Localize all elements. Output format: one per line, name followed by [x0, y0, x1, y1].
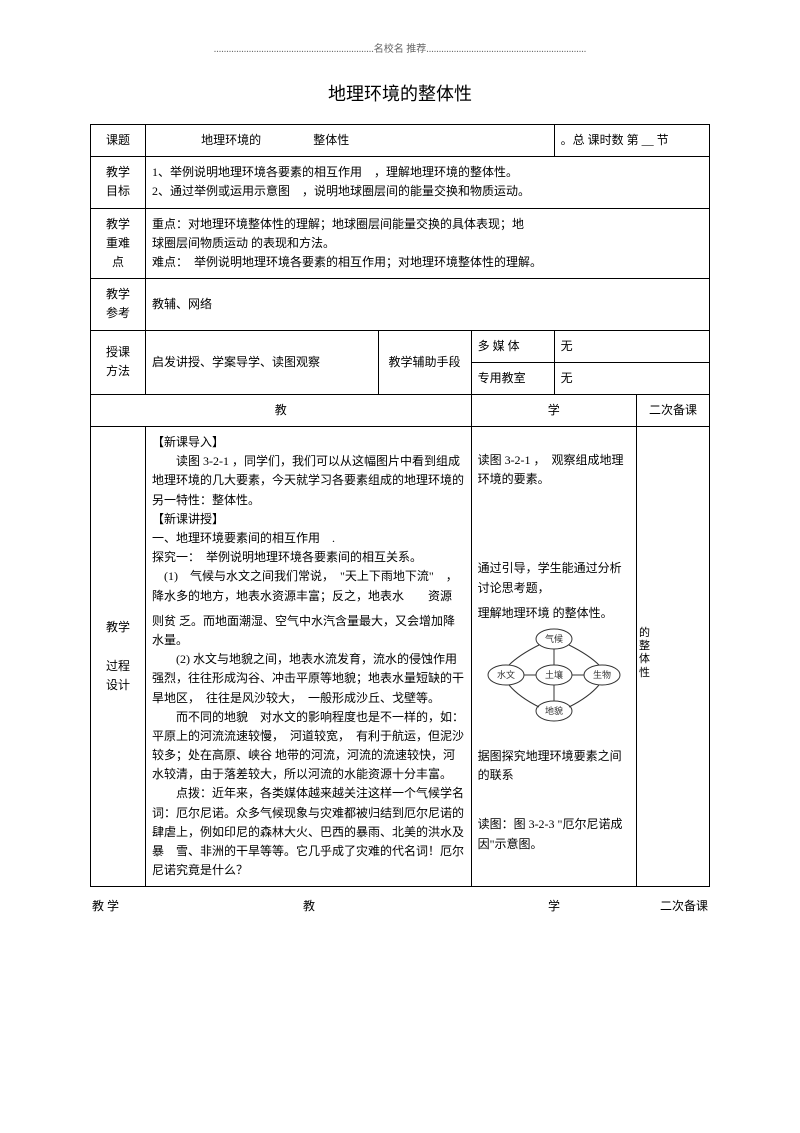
t-p4b: 降水多的地方，地表水资源丰富；反之，地表水 资源 [152, 587, 465, 606]
t-p1: 读图 3-2-1 ，同学们，我们可以从这幅图片中看到组成地理环境的几大要素，今天… [152, 452, 465, 510]
node-shuiwen: 水文 [497, 669, 515, 680]
footer-col4: 二次备课 [636, 891, 710, 920]
header-jiao: 教 [91, 394, 472, 426]
fangfa-content: 启发讲授、学案导学、读图观察 [146, 330, 379, 394]
t-p6: (2) 水文与地貌之间，地表水流发育，流水的侵蚀作用强烈，往往形成沟谷、冲击平原… [152, 650, 465, 708]
dotted-prefix: ........................................… [214, 44, 374, 55]
mubiao-line2: 2、通过举例或运用示意图 ，说明地球圈层间的能量交换和物质运动。 [152, 182, 703, 201]
keti-right-label: 。总 课时数 第 __ 节 [554, 125, 709, 157]
learn-content: 读图 3-2-1 ， 观察组成地理环境的要素。 通过引导，学生能通过分析讨论思考… [471, 427, 636, 887]
footer-col2: 教 [146, 891, 472, 920]
cankao-content: 教辅、网络 [146, 279, 710, 330]
keti-left: 地理环境的 [152, 131, 310, 150]
l-p4: 据图探究地理环境要素之间的联系 [478, 747, 630, 785]
aux2-right: 无 [554, 362, 709, 394]
label-fangfa: 授课方法 [91, 330, 146, 394]
mubiao-content: 1、举例说明地理环境各要素的相互作用 ，理解地理环境的整体性。 2、通过举例或运… [146, 157, 710, 208]
header-erci: 二次备课 [637, 394, 710, 426]
aux1-right: 无 [554, 330, 709, 362]
aux1-left: 多 媒 体 [471, 330, 554, 362]
mubiao-line1: 1、举例说明地理环境各要素的相互作用 ，理解地理环境的整体性。 [152, 163, 703, 182]
elements-diagram: 气候 水文 土壤 生物 地貌 [484, 625, 624, 725]
t-p5: 则贫 乏。而地面潮湿、空气中水汽含量最大，又会增加降水量。 [152, 612, 465, 650]
header-center: 名校名 推荐 [374, 44, 427, 55]
side-note: 的整体性 [639, 627, 650, 680]
l-p3: 理解地理环境 的整体性。 [478, 604, 630, 623]
zd-line2: 球圈层间物质运动 的表现和方法。 [152, 234, 703, 253]
page-title: 地理环境的整体性 [90, 80, 710, 106]
label-process: 教学过程设计 [91, 427, 146, 887]
label-mubiao: 教学目标 [91, 157, 146, 208]
label-cankao: 教学参考 [91, 279, 146, 330]
lesson-table: 课题 地理环境的 整体性 。总 课时数 第 __ 节 教学目标 1、举例说明地理… [90, 124, 710, 887]
aux2-left: 专用教室 [471, 362, 554, 394]
footer-row: 教 学 教 学 二次备课 [90, 891, 710, 920]
node-qihou: 气候 [545, 633, 563, 644]
node-shengwu: 生物 [593, 669, 611, 680]
zd-line1: 重点：对地理环境整体性的理解；地球圈层间能量交换的具体表现；地 [152, 215, 703, 234]
t-p4a: (1) 气候与水文之间我们常说， "天上下雨地下流" ， [152, 567, 465, 586]
l-p2: 通过引导，学生能通过分析讨论思考题， [478, 559, 630, 597]
t-p2: 一、地理环境要素间的相互作用 . [152, 529, 465, 548]
node-dimao: 地貌 [545, 705, 563, 716]
keti-right: 整体性 [313, 131, 432, 150]
t-p8: 点拨：近年来，各类媒体越来越关注这样一个气候学名词：厄尔尼诺。众多气候现象与灾难… [152, 784, 465, 880]
header-dotted: ........................................… [90, 40, 710, 55]
label-keti: 课题 [91, 125, 146, 157]
footer-col3: 学 [472, 891, 636, 920]
zd-line3: 难点： 举例说明地理环境各要素的相互作用；对地理环境整体性的理解。 [152, 253, 703, 272]
h1: 【新课导入】 [152, 433, 465, 452]
node-turang: 土壤 [545, 669, 563, 680]
aux-label: 教学辅助手段 [378, 330, 471, 394]
zhongdian-content: 重点：对地理环境整体性的理解；地球圈层间能量交换的具体表现；地 球圈层间物质运动… [146, 208, 710, 279]
h2: 【新课讲授】 [152, 510, 465, 529]
l-p1: 读图 3-2-1 ， 观察组成地理环境的要素。 [478, 451, 630, 489]
t-p7: 而不同的地貌 对水文的影响程度也是不一样的，如：平原上的河流流速较慢， 河道较宽… [152, 708, 465, 785]
footer-col1: 教 学 [90, 891, 146, 920]
header-xue: 学 [471, 394, 636, 426]
keti-content: 地理环境的 整体性 [146, 125, 555, 157]
dotted-suffix: ........................................… [426, 44, 586, 55]
label-zhongdian: 教学重难点 [91, 208, 146, 279]
teach-content: 【新课导入】 读图 3-2-1 ，同学们，我们可以从这幅图片中看到组成地理环境的… [146, 427, 472, 887]
t-p3: 探究一： 举例说明地理环境各要素间的相互关系。 [152, 548, 465, 567]
erci-content: 的整体性 [637, 427, 710, 887]
l-p5: 读图：图 3-2-3 "厄尔尼诺成因"示意图。 [478, 815, 630, 853]
